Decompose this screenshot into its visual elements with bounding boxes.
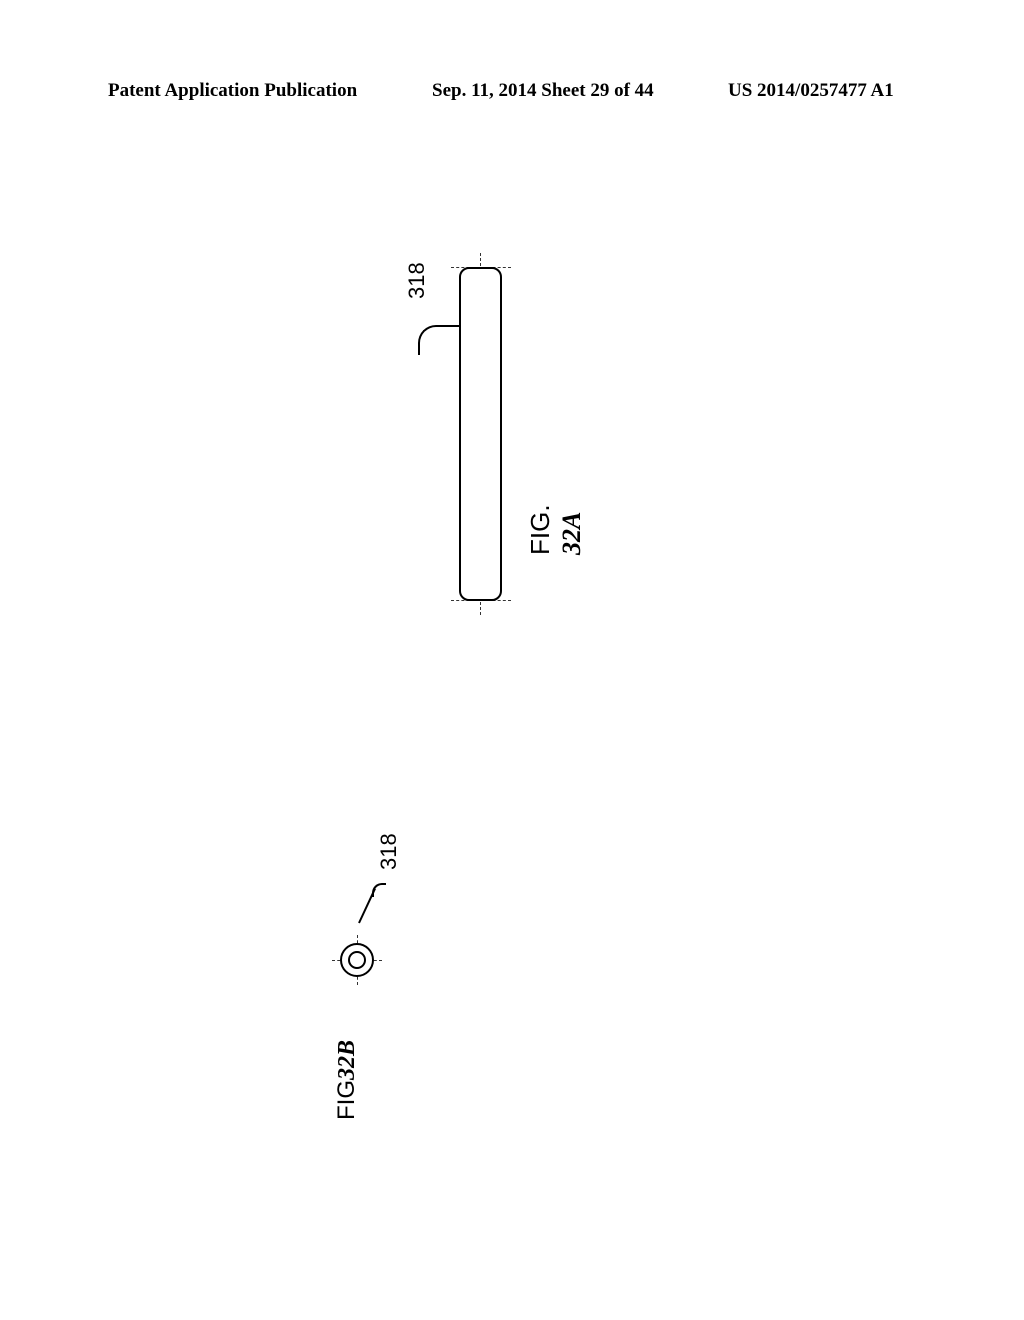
figure-prefix-b: FIG [333, 1080, 360, 1120]
figure-number-b: 32B [334, 1040, 360, 1080]
reference-number-318b: 318 [376, 833, 402, 870]
figure-prefix: FIG. [525, 504, 555, 555]
leader-line-32a [418, 325, 460, 355]
figure-container: 318 FIG. 32A 318 FIG32B [0, 0, 1024, 1320]
pin-side-view [459, 267, 502, 601]
leader-hook-32b [372, 883, 386, 897]
pin-end-inner-circle [348, 951, 366, 969]
figure-32a-label: FIG. 32A [525, 504, 587, 555]
reference-number-318a: 318 [404, 262, 430, 299]
figure-32b-label: FIG32B [333, 1040, 361, 1120]
figure-number: 32A [557, 512, 586, 555]
